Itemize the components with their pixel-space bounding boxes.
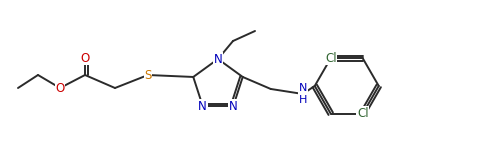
Text: Cl: Cl xyxy=(325,52,337,65)
Text: O: O xyxy=(80,51,89,65)
Text: S: S xyxy=(144,69,152,81)
Text: N: N xyxy=(229,100,238,113)
Text: N
H: N H xyxy=(299,83,307,105)
Text: N: N xyxy=(198,100,207,113)
Text: Cl: Cl xyxy=(357,107,369,120)
Text: N: N xyxy=(214,52,222,66)
Text: O: O xyxy=(55,81,65,95)
